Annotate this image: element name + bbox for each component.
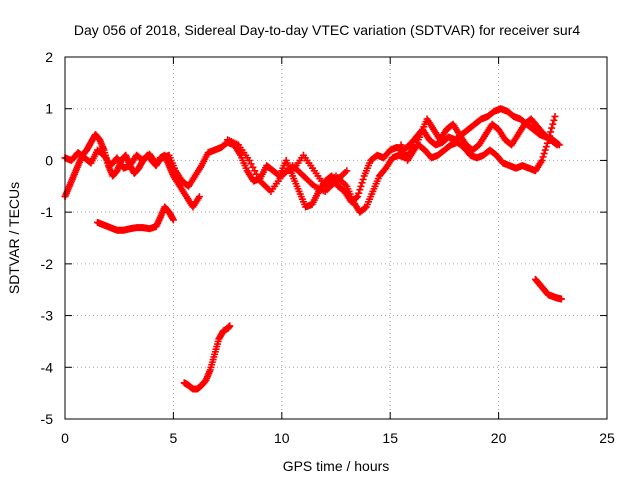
series-track-d	[180, 322, 234, 393]
data-point	[359, 175, 367, 183]
data-point	[540, 150, 548, 158]
data-point	[358, 179, 366, 187]
data-point	[551, 112, 559, 120]
x-tick-label: 5	[170, 430, 178, 446]
x-tick-label: 0	[61, 430, 69, 446]
y-tick-label: -3	[41, 308, 54, 324]
data-point	[539, 153, 547, 161]
y-tick-labels: -5 -4 -3 -2 -1 0 1 2	[41, 49, 54, 427]
y-axis-label: SDTVAR / TECUs	[6, 182, 22, 294]
data-point	[355, 189, 363, 197]
data-point	[354, 193, 362, 201]
x-tick-label: 15	[382, 430, 398, 446]
y-tick-label: 2	[45, 49, 53, 65]
x-axis-label: GPS time / hours	[283, 458, 390, 474]
y-tick-label: -1	[41, 204, 54, 220]
data-point	[542, 143, 550, 151]
data-point	[356, 186, 364, 194]
data-point	[541, 146, 549, 154]
data-point	[543, 139, 551, 147]
data-point	[195, 193, 203, 201]
data-point	[353, 193, 361, 201]
data-point	[343, 167, 351, 175]
x-tick-label: 20	[491, 430, 507, 446]
series-track-c	[94, 203, 177, 234]
series-track-b	[61, 131, 203, 211]
x-tick-label: 10	[274, 430, 290, 446]
data-point	[169, 216, 177, 224]
series-track-e	[289, 112, 559, 216]
data-point	[553, 141, 561, 149]
y-tick-label: -2	[41, 256, 54, 272]
chart-title: Day 056 of 2018, Sidereal Day-to-day VTE…	[74, 22, 580, 38]
data-point	[357, 182, 365, 190]
y-tick-label: 0	[45, 152, 53, 168]
x-tick-labels: 0 5 10 15 20 25	[61, 430, 615, 446]
data-point	[549, 120, 557, 128]
grid	[65, 57, 607, 419]
series-track-f	[397, 115, 561, 164]
y-tick-label: 1	[45, 101, 53, 117]
series-track-g	[224, 136, 351, 195]
y-tick-label: -4	[41, 359, 54, 375]
data-points	[61, 105, 565, 393]
data-point	[538, 156, 546, 164]
x-tick-label: 25	[599, 430, 615, 446]
series-track-h	[531, 275, 565, 303]
data-point	[548, 124, 556, 132]
data-point	[226, 322, 234, 330]
plot-frame	[64, 56, 608, 420]
y-tick-label: -5	[41, 411, 54, 427]
data-point	[547, 128, 555, 136]
data-point	[557, 295, 565, 303]
data-point	[550, 116, 558, 124]
data-point	[552, 140, 560, 148]
